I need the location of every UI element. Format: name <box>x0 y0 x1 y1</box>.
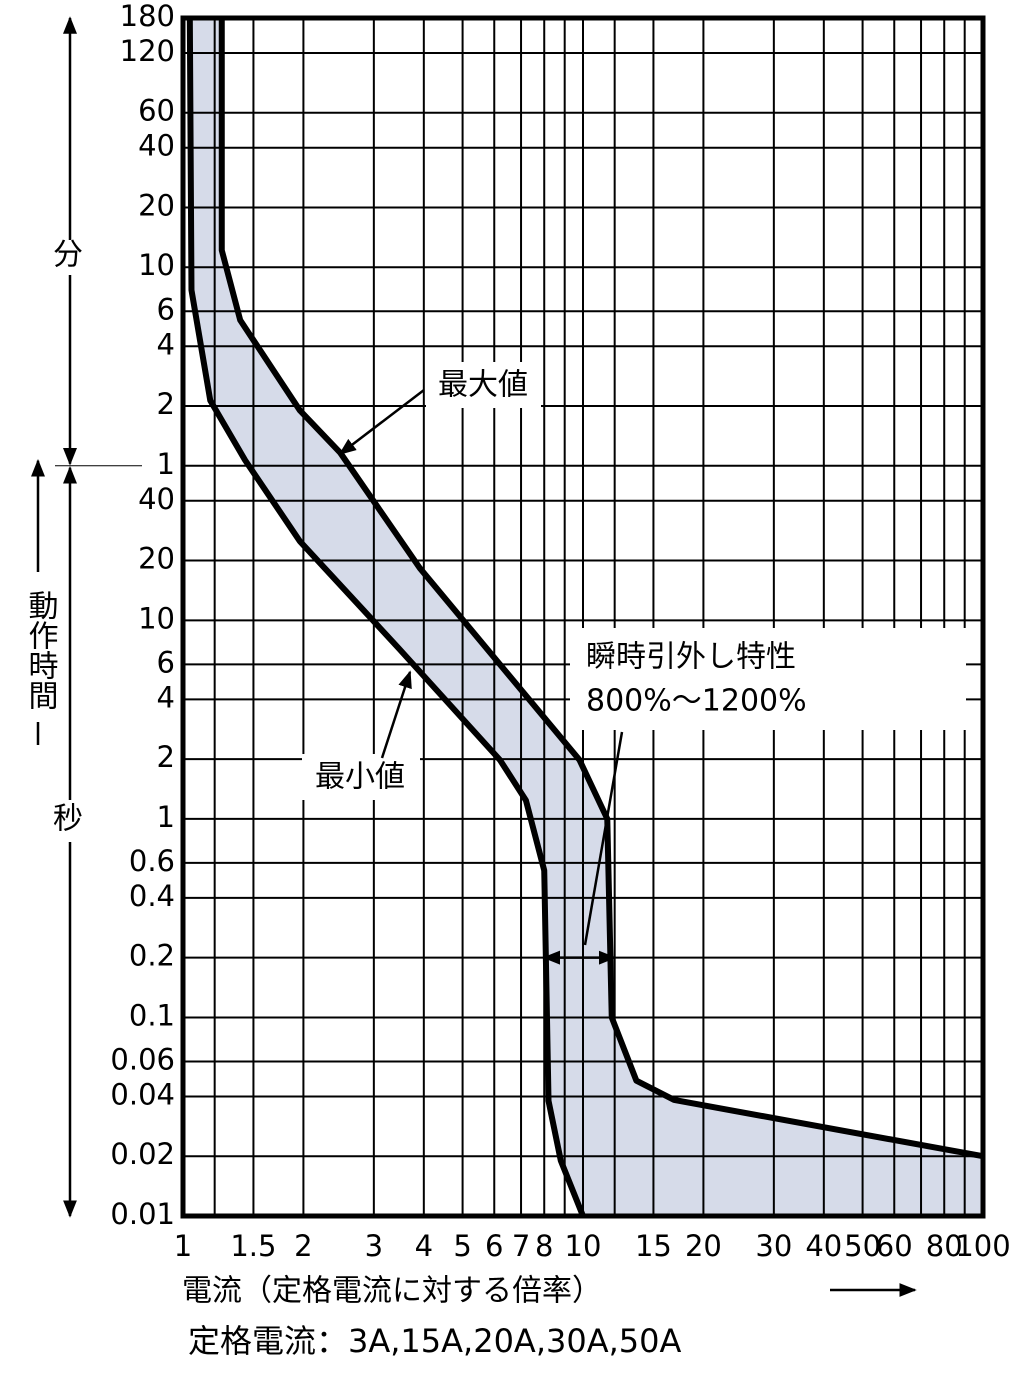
x-tick-label: 3 <box>365 1229 383 1263</box>
x-tick-label: 7 <box>512 1229 530 1263</box>
annotation-title: 瞬時引外し特性 <box>586 640 796 675</box>
y-tick-label: 60 <box>138 94 175 128</box>
annotation-arrow <box>380 670 412 759</box>
x-axis-label: 電流（定格電流に対する倍率） <box>182 1274 602 1309</box>
annotation-box <box>570 628 966 730</box>
y-tick-label: 0.02 <box>110 1137 175 1171</box>
annotation-range: 800%〜1200% <box>586 684 807 719</box>
band-fill <box>189 18 983 1216</box>
min-label: 最小値 <box>315 760 405 795</box>
x-tick-label: 15 <box>635 1229 672 1263</box>
y-tick-label: 10 <box>138 601 175 635</box>
y-tick-label: 2 <box>157 740 175 774</box>
y-tick-label: 0.4 <box>129 879 175 913</box>
y-tick-label: 4 <box>157 680 175 714</box>
y-tick-label: 6 <box>157 645 175 679</box>
y-tick-label: 4 <box>157 327 175 361</box>
y-axis-label: 動作時間 <box>23 590 58 710</box>
annotation-arrow <box>338 389 425 456</box>
x-tick-label: 2 <box>294 1229 312 1263</box>
max-label: 最大値 <box>438 368 528 403</box>
annotation-leader <box>583 731 624 946</box>
x-tick-label: 50 <box>844 1229 881 1263</box>
annotation-box <box>302 754 420 800</box>
y-tick-label: 0.2 <box>129 939 175 973</box>
note: 定格電流：3A,15A,20A,30A,50A <box>188 1322 681 1360</box>
x-tick-label: 30 <box>755 1229 792 1263</box>
x-tick-label: 1 <box>174 1229 192 1263</box>
x-tick-label: 5 <box>453 1229 471 1263</box>
y-tick-label: 0.1 <box>129 998 175 1032</box>
annotation-box <box>426 362 541 408</box>
x-tick-label: 6 <box>485 1229 503 1263</box>
plot-frame <box>180 15 986 1219</box>
x-tick-label: 40 <box>805 1229 842 1263</box>
x-tick-label: 1.5 <box>230 1229 276 1263</box>
y-tick-label: 0.06 <box>110 1042 175 1076</box>
y-tick-label: 0.04 <box>110 1077 175 1111</box>
y-tick-label: 10 <box>138 248 175 282</box>
y-tick-label: 40 <box>138 129 175 163</box>
seconds-unit: 秒 <box>53 802 83 837</box>
y-tick-label: 180 <box>120 0 175 33</box>
x-tick-label: 4 <box>415 1229 433 1263</box>
x-tick-label: 80 <box>926 1229 963 1263</box>
y-tick-label: 2 <box>157 387 175 421</box>
y-tick-label: 20 <box>138 542 175 576</box>
x-tick-label: 8 <box>535 1229 553 1263</box>
x-tick-label: 20 <box>685 1229 722 1263</box>
curve <box>218 18 984 1160</box>
curve <box>186 17 586 1218</box>
x-tick-label: 60 <box>876 1229 913 1263</box>
y-tick-label: 6 <box>157 292 175 326</box>
y-tick-label: 120 <box>120 34 175 68</box>
x-tick-label: 100 <box>955 1229 1010 1263</box>
x-tick-label: 10 <box>565 1229 602 1263</box>
y-tick-label: 20 <box>138 188 175 222</box>
y-tick-label: 40 <box>138 482 175 516</box>
minutes-unit: 分 <box>53 238 83 273</box>
y-tick-label: 1 <box>157 800 175 834</box>
y-tick-label: 1 <box>157 447 175 481</box>
y-tick-label: 0.01 <box>110 1197 175 1231</box>
y-tick-label: 0.6 <box>129 844 175 878</box>
